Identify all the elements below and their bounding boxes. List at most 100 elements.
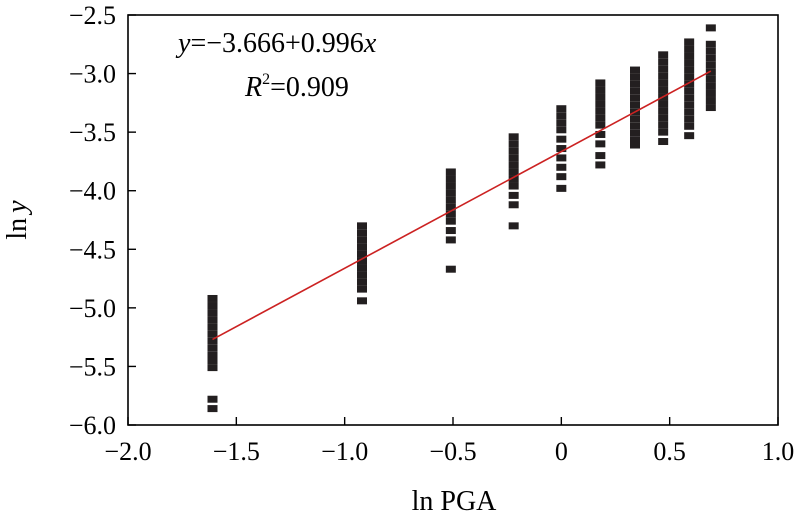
data-point	[684, 132, 695, 140]
data-point	[357, 243, 367, 251]
data-point	[357, 236, 367, 244]
data-point	[357, 257, 367, 265]
data-point	[556, 154, 567, 162]
data-point	[684, 108, 695, 116]
data-point	[595, 100, 606, 108]
x-tick-label: −1.5	[213, 437, 260, 466]
data-point	[630, 94, 640, 102]
data-point	[556, 173, 567, 181]
data-point	[684, 87, 695, 95]
data-point	[630, 129, 640, 137]
data-point	[556, 184, 567, 192]
data-point	[357, 271, 367, 279]
data-point	[508, 201, 519, 209]
data-point	[357, 278, 367, 286]
data-points	[207, 24, 716, 413]
equation-coefficients: =−3.666+0.996	[190, 28, 363, 59]
data-point	[705, 47, 716, 55]
data-point	[684, 66, 695, 74]
data-point	[207, 294, 218, 302]
data-point	[630, 141, 640, 149]
data-point	[684, 73, 695, 81]
data-point	[207, 309, 218, 317]
data-point	[207, 344, 218, 352]
y-tick-label: −5.5	[69, 352, 116, 381]
r-squared-exponent: 2	[262, 71, 270, 88]
x-tick-label: 1.0	[762, 437, 795, 466]
data-point	[658, 138, 669, 146]
y-tick-label: −4.5	[69, 235, 116, 264]
data-point	[630, 66, 640, 74]
data-point	[684, 52, 695, 60]
data-point	[207, 351, 218, 359]
data-point	[508, 161, 519, 169]
data-point	[556, 126, 567, 134]
data-point	[357, 264, 367, 272]
data-point	[207, 405, 218, 413]
data-point	[658, 114, 669, 122]
data-point	[705, 82, 716, 90]
data-point	[508, 175, 519, 183]
y-tick-label: −3.5	[69, 118, 116, 147]
y-axis-title: ln y	[2, 200, 33, 240]
fit-line	[212, 70, 712, 341]
data-point	[630, 122, 640, 130]
data-point	[595, 121, 606, 129]
data-point	[556, 163, 567, 171]
data-point	[445, 175, 456, 183]
data-point	[508, 140, 519, 148]
data-point	[556, 135, 567, 143]
data-point	[508, 182, 519, 190]
y-tick-label: −5.0	[69, 294, 116, 323]
data-point	[595, 93, 606, 101]
y-tick-label: −4.0	[69, 177, 116, 206]
data-point	[445, 196, 456, 204]
y-tick-label: −3.0	[69, 60, 116, 89]
data-point	[630, 136, 640, 144]
data-point	[684, 80, 695, 88]
data-point	[658, 65, 669, 73]
data-point	[445, 265, 456, 273]
data-point	[658, 79, 669, 87]
data-point	[705, 24, 716, 32]
x-axis-title-prefix: ln	[412, 486, 434, 517]
data-point	[595, 161, 606, 169]
x-tick-label: −2.0	[104, 437, 151, 466]
data-point	[445, 217, 456, 225]
data-point	[207, 316, 218, 324]
data-point	[508, 222, 519, 230]
data-point	[445, 227, 456, 235]
data-point	[658, 121, 669, 129]
equation-x-var: x	[363, 28, 377, 59]
data-point	[658, 51, 669, 59]
fit-line-group	[212, 70, 712, 341]
data-point	[684, 94, 695, 102]
data-point	[684, 115, 695, 123]
y-axis-ticks: −2.5 −3.0 −3.5 −4.0 −4.5 −5.0 −5.5 −6.0	[69, 1, 136, 440]
data-point	[630, 87, 640, 95]
data-point	[508, 133, 519, 141]
data-point	[630, 80, 640, 88]
data-point	[658, 72, 669, 80]
data-point	[445, 236, 456, 244]
data-point	[630, 73, 640, 81]
data-point	[207, 357, 218, 365]
data-point	[595, 140, 606, 148]
data-point	[207, 395, 218, 403]
data-point	[556, 145, 567, 153]
data-point	[207, 323, 218, 331]
data-point	[207, 337, 218, 345]
data-point	[556, 105, 567, 113]
r-squared-var: R	[244, 72, 262, 103]
data-point	[595, 86, 606, 94]
x-tick-label: −1.0	[321, 437, 368, 466]
x-axis-title: ln PGA	[412, 486, 498, 517]
data-point	[630, 101, 640, 109]
y-tick-label: −2.5	[69, 1, 116, 30]
data-point	[508, 168, 519, 176]
data-point	[357, 297, 367, 305]
data-point	[445, 203, 456, 211]
data-point	[595, 152, 606, 160]
data-point	[705, 97, 716, 105]
x-tick-label: 0.5	[653, 437, 686, 466]
